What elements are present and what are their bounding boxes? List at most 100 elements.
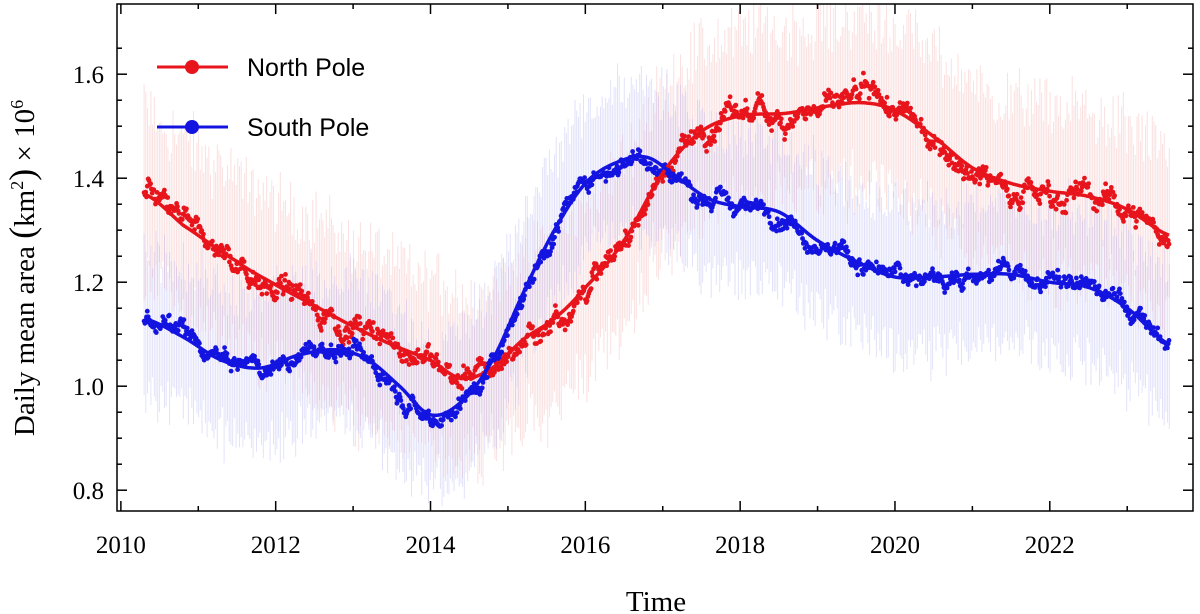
data-point-north-pole bbox=[336, 324, 341, 329]
data-point-south-pole bbox=[214, 347, 219, 352]
data-point-south-pole bbox=[1112, 291, 1117, 296]
data-point-south-pole bbox=[761, 202, 766, 208]
data-point-south-pole bbox=[392, 389, 398, 394]
data-point-north-pole bbox=[1121, 219, 1126, 224]
data-point-south-pole bbox=[922, 279, 927, 284]
data-point-north-pole bbox=[357, 314, 362, 320]
data-point-north-pole bbox=[887, 113, 892, 119]
error-band-north-pole bbox=[143, 4, 1170, 486]
data-point-south-pole bbox=[479, 385, 485, 391]
data-point-north-pole bbox=[568, 319, 574, 324]
data-point-north-pole bbox=[628, 234, 634, 240]
legend-marker-north-pole bbox=[185, 60, 199, 74]
data-point-south-pole bbox=[287, 368, 292, 374]
data-point-north-pole bbox=[998, 171, 1004, 177]
data-point-south-pole bbox=[774, 216, 780, 222]
y-axis-title-unit: km bbox=[9, 189, 41, 227]
data-point-south-pole bbox=[753, 197, 759, 203]
data-point-north-pole bbox=[530, 324, 535, 329]
data-point-north-pole bbox=[241, 259, 247, 264]
data-point-north-pole bbox=[1133, 225, 1139, 230]
data-point-north-pole bbox=[1047, 193, 1052, 199]
data-point-north-pole bbox=[461, 363, 466, 369]
data-point-south-pole bbox=[357, 341, 362, 347]
data-point-south-pole bbox=[1038, 289, 1043, 295]
data-point-north-pole bbox=[179, 217, 185, 222]
data-point-north-pole bbox=[318, 328, 324, 333]
data-point-south-pole bbox=[845, 248, 851, 254]
data-point-north-pole bbox=[1137, 206, 1143, 212]
y-axis-title-rparen: ) bbox=[2, 169, 42, 181]
data-point-north-pole bbox=[184, 206, 189, 212]
data-point-north-pole bbox=[853, 86, 859, 92]
data-point-south-pole bbox=[616, 170, 622, 175]
data-point-north-pole bbox=[504, 359, 509, 365]
data-point-north-pole bbox=[562, 327, 568, 333]
data-point-south-pole bbox=[903, 272, 909, 278]
data-point-south-pole bbox=[373, 370, 379, 376]
y-tick-label-3: 1.4 bbox=[73, 166, 105, 193]
data-point-south-pole bbox=[629, 159, 635, 165]
data-point-north-pole bbox=[523, 342, 529, 348]
data-point-south-pole bbox=[1055, 267, 1061, 273]
data-point-south-pole bbox=[228, 368, 234, 374]
data-point-south-pole bbox=[989, 277, 995, 283]
data-point-south-pole bbox=[1074, 275, 1079, 281]
data-point-north-pole bbox=[983, 165, 989, 170]
data-point-south-pole bbox=[586, 190, 592, 195]
data-point-north-pole bbox=[151, 187, 157, 193]
data-point-north-pole bbox=[849, 92, 855, 97]
data-point-north-pole bbox=[922, 132, 928, 138]
data-point-north-pole bbox=[1004, 186, 1010, 192]
data-point-north-pole bbox=[1045, 179, 1051, 184]
data-point-south-pole bbox=[1029, 280, 1035, 285]
data-point-south-pole bbox=[480, 380, 486, 385]
data-point-south-pole bbox=[153, 330, 159, 335]
data-point-north-pole bbox=[1071, 195, 1077, 201]
data-point-north-pole bbox=[866, 95, 872, 101]
x-tick-label-2012: 2012 bbox=[251, 532, 301, 559]
y-tick-label-2: 1.2 bbox=[73, 270, 104, 297]
data-point-south-pole bbox=[181, 317, 187, 323]
y-tick-label-1: 1.0 bbox=[73, 374, 104, 401]
data-point-north-pole bbox=[278, 280, 283, 286]
data-point-north-pole bbox=[704, 149, 709, 154]
data-point-north-pole bbox=[404, 358, 409, 363]
data-point-south-pole bbox=[332, 355, 338, 361]
data-point-south-pole bbox=[648, 161, 653, 167]
data-point-south-pole bbox=[905, 282, 911, 287]
data-point-south-pole bbox=[1151, 325, 1156, 330]
data-point-north-pole bbox=[872, 84, 878, 90]
data-point-south-pole bbox=[986, 267, 991, 273]
data-point-north-pole bbox=[274, 295, 279, 301]
data-point-south-pole bbox=[377, 382, 383, 388]
data-point-north-pole bbox=[360, 336, 366, 342]
data-point-north-pole bbox=[216, 252, 222, 258]
data-point-north-pole bbox=[851, 77, 857, 83]
data-point-north-pole bbox=[769, 128, 774, 134]
data-point-north-pole bbox=[701, 133, 707, 139]
data-point-south-pole bbox=[1096, 283, 1102, 289]
data-point-north-pole bbox=[517, 349, 522, 355]
x-tick-label-2010: 2010 bbox=[96, 532, 146, 559]
data-point-south-pole bbox=[844, 244, 849, 250]
data-point-north-pole bbox=[1040, 184, 1046, 190]
data-point-north-pole bbox=[965, 171, 970, 176]
data-point-north-pole bbox=[875, 87, 881, 93]
data-point-south-pole bbox=[519, 303, 525, 309]
data-point-north-pole bbox=[433, 356, 439, 361]
data-point-north-pole bbox=[1082, 175, 1087, 181]
data-point-north-pole bbox=[1014, 191, 1020, 197]
data-point-north-pole bbox=[1038, 191, 1043, 197]
data-point-north-pole bbox=[283, 272, 288, 277]
data-point-south-pole bbox=[224, 351, 230, 356]
data-point-north-pole bbox=[1028, 180, 1034, 185]
data-point-north-pole bbox=[841, 95, 847, 100]
data-point-north-pole bbox=[459, 386, 465, 391]
data-point-south-pole bbox=[1017, 262, 1023, 268]
axis-ticks bbox=[117, 4, 1193, 511]
data-point-south-pole bbox=[1083, 276, 1089, 281]
x-tick-label-2014: 2014 bbox=[406, 532, 457, 559]
smooth-curve-south-pole bbox=[143, 154, 1170, 418]
